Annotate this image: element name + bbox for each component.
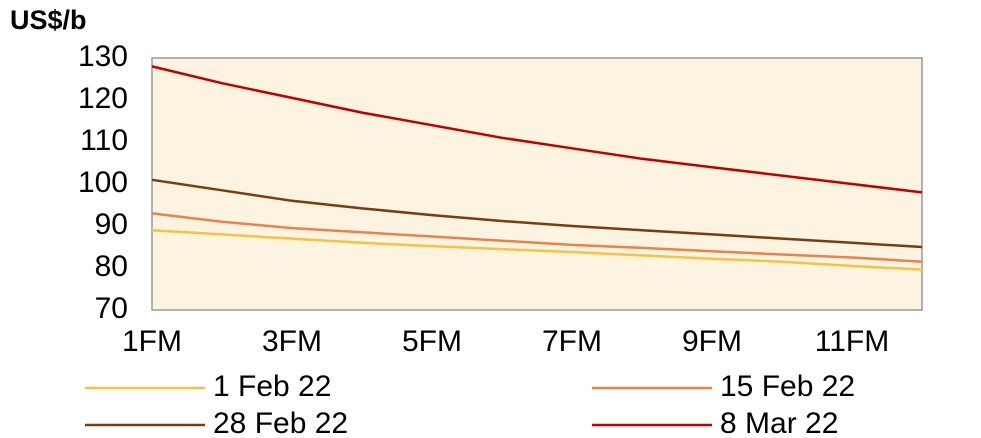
series-line: [151, 178, 923, 249]
series-line: [151, 212, 923, 263]
x-tick-label: 9FM: [682, 325, 742, 358]
x-tick-label: 5FM: [402, 325, 462, 358]
y-tick-label: 100: [78, 166, 128, 199]
legend-label: 1 Feb 22: [213, 370, 331, 403]
x-tick-label: 7FM: [542, 325, 602, 358]
legend-label: 8 Mar 22: [720, 407, 838, 438]
plot-area: [151, 57, 923, 311]
y-tick-label: 110: [80, 124, 128, 157]
y-tick-label: 70: [95, 292, 128, 325]
y-tick-label: 80: [95, 250, 128, 283]
chart-title: US$/b: [10, 5, 87, 35]
y-tick-label: 130: [78, 40, 128, 73]
x-tick-label: 3FM: [262, 325, 322, 358]
legend-label: 15 Feb 22: [720, 370, 855, 403]
series-line: [151, 65, 923, 194]
x-tick-label: 1FM: [122, 325, 182, 358]
series-line: [151, 228, 923, 271]
legend-label: 28 Feb 22: [213, 407, 348, 438]
x-tick-label: 11FM: [815, 325, 889, 358]
y-tick-label: 90: [95, 208, 128, 241]
y-tick-label: 120: [78, 82, 128, 115]
